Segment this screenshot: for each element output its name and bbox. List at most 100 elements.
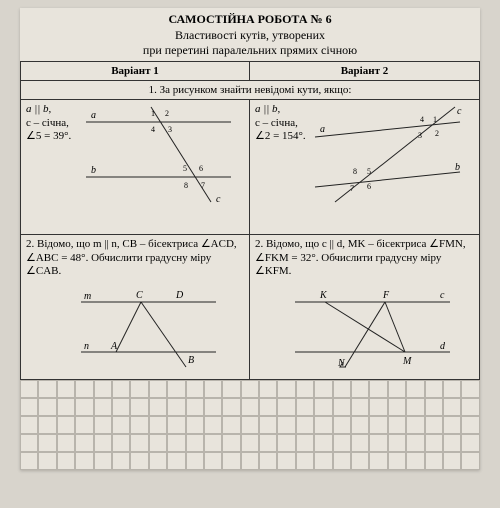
grid-cell [167,434,185,452]
title: САМОСТІЙНА РОБОТА № 6 [28,12,472,28]
grid-cell [20,452,38,470]
grid-cell [333,434,351,452]
grid-cell [296,380,314,398]
grid-cell [369,380,387,398]
grid-cell [259,398,277,416]
svg-text:3: 3 [418,131,422,140]
grid-cell [259,416,277,434]
grid-cell [130,380,148,398]
grid-cell [277,434,295,452]
grid-cell [38,452,56,470]
grid-cell [94,434,112,452]
task2-v1-text: 2. Відомо, що m || n, CB – бісектриса ∠A… [26,238,244,279]
variant2-header: Варіант 2 [249,61,479,80]
grid-cell [149,416,167,434]
grid-row [20,398,480,416]
svg-text:m: m [84,291,91,302]
task1-v1-cell: a || b, c – січна, ∠5 = 39°. a b c 1 2 3… [21,99,250,234]
grid-cell [425,452,443,470]
answer-grid [20,380,480,470]
grid-cell [186,398,204,416]
grid-cell [222,452,240,470]
header: САМОСТІЙНА РОБОТА № 6 Властивості кутів,… [20,8,480,61]
grid-cell [57,398,75,416]
grid-cell [167,380,185,398]
grid-cell [112,452,130,470]
grid-cell [94,380,112,398]
grid-cell [388,434,406,452]
svg-text:F: F [382,290,390,301]
grid-cell [277,380,295,398]
svg-text:5: 5 [367,167,371,176]
grid-cell [241,398,259,416]
task1-header: 1. За рисунком знайти невідомі кути, якщ… [21,80,480,99]
svg-text:M: M [402,356,412,367]
grid-cell [425,398,443,416]
grid-cell [38,416,56,434]
svg-text:c: c [457,106,462,117]
grid-cell [333,398,351,416]
grid-cell [186,416,204,434]
grid-cell [204,452,222,470]
svg-text:b: b [91,165,96,176]
grid-cell [406,380,424,398]
grid-cell [75,398,93,416]
svg-text:4: 4 [151,125,155,134]
grid-cell [38,434,56,452]
grid-cell [259,452,277,470]
grid-cell [112,380,130,398]
grid-cell [314,398,332,416]
grid-cell [351,452,369,470]
grid-cell [112,416,130,434]
grid-cell [314,416,332,434]
grid-cell [277,416,295,434]
grid-cell [204,416,222,434]
grid-cell [241,434,259,452]
grid-cell [149,434,167,452]
grid-cell [112,398,130,416]
grid-cell [20,380,38,398]
grid-cell [314,380,332,398]
svg-text:4: 4 [420,115,424,124]
grid-cell [75,416,93,434]
svg-text:A: A [110,341,118,352]
grid-cell [314,452,332,470]
grid-cell [38,380,56,398]
grid-cell [149,452,167,470]
grid-cell [259,434,277,452]
grid-cell [186,452,204,470]
grid-cell [443,452,461,470]
svg-text:d: d [440,341,446,352]
grid-cell [351,380,369,398]
grid-cell [75,380,93,398]
grid-cell [351,434,369,452]
grid-row [20,434,480,452]
grid-cell [130,434,148,452]
task1-v2-figure: a b c 1 2 3 4 5 6 7 8 [305,102,470,212]
grid-cell [241,380,259,398]
svg-text:c: c [216,194,221,205]
t1v2-l2: c – січна, [255,117,298,129]
subtitle2: при перетині паралельних прямих січною [28,43,472,59]
subtitle1: Властивості кутів, утворених [28,28,472,44]
grid-cell [461,398,479,416]
svg-text:5: 5 [183,164,187,173]
grid-cell [222,416,240,434]
svg-text:b: b [455,162,460,173]
svg-text:2: 2 [435,129,439,138]
grid-cell [443,398,461,416]
grid-cell [406,434,424,452]
grid-row [20,416,480,434]
grid-cell [222,434,240,452]
grid-cell [351,416,369,434]
svg-text:1: 1 [433,115,437,124]
grid-cell [425,434,443,452]
grid-cell [314,434,332,452]
grid-cell [130,452,148,470]
task2-v1-cell: 2. Відомо, що m || n, CB – бісектриса ∠A… [21,234,250,379]
grid-cell [388,380,406,398]
grid-cell [333,452,351,470]
grid-cell [149,380,167,398]
grid-cell [388,416,406,434]
grid-cell [204,398,222,416]
